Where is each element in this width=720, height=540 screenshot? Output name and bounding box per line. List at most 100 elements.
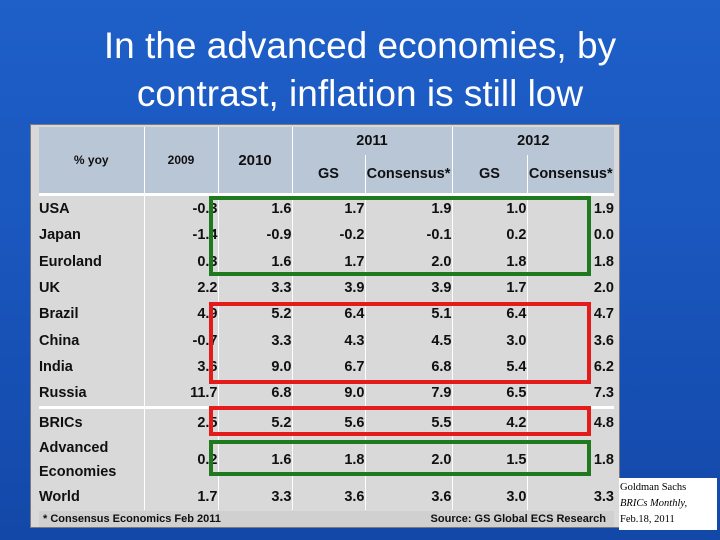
cell-consensus-2012: 4.7: [526, 301, 615, 328]
table-row: China -0.7 3.3 4.3 4.5 3.0 3.6: [39, 327, 615, 354]
row-label: UK: [39, 280, 60, 297]
table-row: BRICs 2.5 5.2 5.6 5.5 4.2 4.8: [39, 406, 615, 436]
cell-2010: 3.3: [217, 327, 292, 354]
table-row: Japan -1.4 -0.9 -0.2 -0.1 0.2 0.0: [39, 222, 615, 249]
cell-2009: 4.9: [143, 301, 218, 328]
cell-consensus-2011: 3.6: [364, 483, 452, 510]
header-2010: 2010: [217, 127, 292, 195]
cell-consensus-2011: 5.5: [364, 406, 452, 436]
cell-consensus-2012: 6.2: [526, 353, 615, 381]
cell-consensus-2012: 3.3: [526, 483, 615, 510]
cell-gs-2012: 1.7: [451, 274, 527, 302]
cell-2009: -1.4: [143, 222, 218, 249]
cell-2010: -0.9: [217, 222, 292, 249]
citation-line-1: Goldman Sachs: [620, 482, 687, 493]
cell-gs-2012: 1.8: [451, 248, 527, 275]
cell-2010: 5.2: [217, 301, 292, 328]
cell-gs-2011: 1.7: [291, 248, 365, 275]
cell-gs-2012: 6.5: [451, 380, 527, 408]
cell-consensus-2011: 4.5: [364, 327, 452, 354]
cell-2009: -0.3: [143, 193, 218, 223]
citation-line-3: Feb.18, 2011: [620, 514, 675, 525]
table-row: Euroland 0.3 1.6 1.7 2.0 1.8 1.8: [39, 248, 615, 275]
cell-gs-2011: 3.6: [291, 483, 365, 510]
table-row: UK 2.2 3.3 3.9 3.9 1.7 2.0: [39, 274, 615, 302]
slide-title: In the advanced economies, by contrast, …: [20, 22, 700, 118]
cell-consensus-2012: 4.8: [526, 406, 615, 436]
header-gs-2012: GS: [451, 155, 527, 195]
cell-2010: 3.3: [217, 274, 292, 302]
cell-2010: 5.2: [217, 406, 292, 436]
header-yoy: % yoy: [39, 127, 144, 195]
table-row: Brazil 4.9 5.2 6.4 5.1 6.4 4.7: [39, 301, 615, 328]
cell-gs-2011: 9.0: [291, 380, 365, 408]
cell-2009: -0.7: [143, 327, 218, 354]
cell-consensus-2012: 2.0: [526, 274, 615, 302]
table-footer: * Consensus Economics Feb 2011 Source: G…: [39, 511, 614, 527]
cell-consensus-2012: 1.8: [526, 248, 615, 275]
row-label: World: [39, 488, 80, 505]
cell-gs-2011: 3.9: [291, 274, 365, 302]
row-label: BRICs: [39, 406, 144, 436]
cell-consensus-2011: 7.9: [364, 380, 452, 408]
row-label: USA: [39, 193, 144, 223]
slide-title-line-2: contrast, inflation is still low: [136, 73, 584, 114]
cell-consensus-2011: -0.1: [364, 222, 452, 249]
cell-gs-2011: 4.3: [291, 327, 365, 354]
cell-2010: 1.6: [217, 435, 292, 484]
row-label-line-2: Economies: [39, 463, 117, 480]
cell-gs-2012: 6.4: [451, 301, 527, 328]
cell-gs-2012: 3.0: [451, 483, 527, 510]
table-row: India 3.6 9.0 6.7 6.8 5.4 6.2: [39, 353, 615, 381]
cell-consensus-2011: 3.9: [364, 274, 452, 302]
header-group-2011: 2011: [291, 127, 452, 155]
cell-consensus-2011: 5.1: [364, 301, 452, 328]
cell-2010: 6.8: [217, 380, 292, 408]
cell-gs-2011: 6.7: [291, 353, 365, 381]
cell-gs-2012: 5.4: [451, 353, 527, 381]
row-label: Brazil: [39, 306, 79, 323]
row-label: Japan: [39, 227, 81, 244]
cell-consensus-2012: 1.9: [526, 193, 615, 223]
table-row: Russia 11.7 6.8 9.0 7.9 6.5 7.3: [39, 380, 615, 408]
cell-2010: 9.0: [217, 353, 292, 381]
cell-gs-2012: 4.2: [451, 406, 527, 436]
row-label-line-1: Advanced: [39, 439, 109, 456]
cell-consensus-2012: 1.8: [526, 435, 615, 484]
header-group-2012: 2012: [451, 127, 615, 155]
cell-gs-2011: 5.6: [291, 406, 365, 436]
table-footnote: * Consensus Economics Feb 2011: [43, 513, 221, 525]
table-row: Advanced Economies 0.2 1.6 1.8 2.0 1.5 1…: [39, 435, 615, 484]
row-label: China: [39, 332, 80, 349]
table-row: World 1.7 3.3 3.6 3.6 3.0 3.3: [39, 483, 615, 510]
cell-gs-2011: 1.8: [291, 435, 365, 484]
cell-gs-2012: 1.5: [451, 435, 527, 484]
cell-2009: 3.6: [143, 353, 218, 381]
slide-title-line-1: In the advanced economies, by: [103, 25, 617, 66]
cell-consensus-2011: 1.9: [364, 193, 452, 223]
cell-2009: 2.5: [143, 406, 218, 436]
cell-gs-2012: 1.0: [451, 193, 527, 223]
cell-consensus-2012: 7.3: [526, 380, 615, 408]
row-label: India: [39, 358, 73, 375]
cell-consensus-2012: 0.0: [526, 222, 615, 249]
cell-2009: 1.7: [143, 483, 218, 510]
cell-2010: 1.6: [217, 193, 292, 223]
row-label: Russia: [39, 385, 87, 402]
inflation-table-image: % yoy 2009 2010 2011 2012 GS Consensus* …: [30, 124, 620, 528]
table-row: USA -0.3 1.6 1.7 1.9 1.0 1.9: [39, 193, 615, 223]
cell-gs-2011: 6.4: [291, 301, 365, 328]
cell-consensus-2011: 6.8: [364, 353, 452, 381]
citation-note: Goldman Sachs BRICs Monthly, Feb.18, 201…: [619, 478, 717, 530]
cell-gs-2011: -0.2: [291, 222, 365, 249]
cell-consensus-2011: 2.0: [364, 248, 452, 275]
cell-gs-2011: 1.7: [291, 193, 365, 223]
cell-gs-2012: 3.0: [451, 327, 527, 354]
cell-consensus-2012: 3.6: [526, 327, 615, 354]
cell-2010: 1.6: [217, 248, 292, 275]
table-source: Source: GS Global ECS Research: [430, 513, 606, 525]
cell-2009: 0.2: [143, 435, 218, 484]
row-label: Advanced Economies: [39, 436, 144, 484]
cell-2009: 0.3: [143, 248, 218, 275]
row-label: Euroland: [39, 253, 102, 270]
